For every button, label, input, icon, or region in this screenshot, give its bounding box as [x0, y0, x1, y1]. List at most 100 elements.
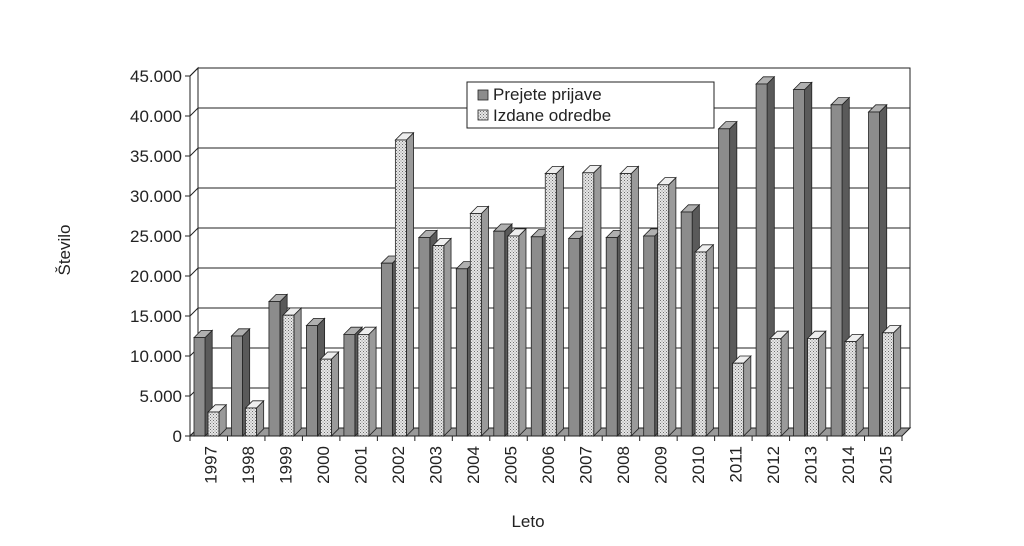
legend-label-prejete: Prejete prijave — [493, 85, 602, 104]
bar-front — [493, 230, 506, 437]
y-tick-label: 0 — [173, 427, 182, 446]
bar-side — [443, 237, 452, 437]
bar-front — [306, 325, 318, 437]
x-tick-label: 1997 — [202, 446, 221, 484]
bar-front — [718, 128, 731, 437]
bar-izdane-2005 — [506, 227, 527, 437]
bar-izdane-2010 — [694, 243, 715, 437]
bar-izdane-1998 — [244, 399, 265, 437]
bar-front — [694, 251, 707, 437]
bar-front — [394, 139, 407, 437]
bar-front — [732, 362, 745, 437]
bar-front — [507, 235, 520, 437]
x-tick-label: 2008 — [614, 446, 633, 484]
bar-izdane-1997 — [207, 403, 228, 437]
bar-izdane-2006 — [544, 165, 565, 437]
x-tick-label: 2005 — [502, 446, 521, 484]
y-tick-label: 45.000 — [130, 67, 182, 86]
bar-side — [668, 176, 677, 437]
x-tick-label: 2011 — [726, 446, 745, 483]
y-tick-label: 40.000 — [130, 107, 182, 126]
x-tick-label: 2015 — [876, 446, 895, 484]
axes-group: 0 5.000 10.000 15.000 20.000 25.000 30.000 35.0… — [130, 67, 903, 484]
y-tick-label: 5.000 — [139, 387, 182, 406]
y-tick-label: 20.000 — [130, 267, 182, 286]
y-tick-label: 15.000 — [130, 307, 182, 326]
bar-front — [380, 262, 393, 437]
legend-label-izdane: Izdane odredbe — [493, 106, 611, 125]
bar-izdane-2011 — [731, 355, 752, 437]
x-tick-label: 2010 — [689, 446, 708, 484]
bar-front — [568, 237, 581, 437]
bar-izdane-2012 — [769, 330, 790, 437]
bar-side — [818, 330, 827, 437]
bar-side — [855, 333, 864, 437]
bar-side — [555, 165, 564, 437]
bar-izdane-2015 — [881, 324, 902, 437]
bar-front — [830, 104, 843, 437]
bar-front — [619, 173, 632, 437]
x-tick-label: 2000 — [314, 446, 333, 484]
bar-front — [844, 341, 857, 437]
x-tick-label: 2009 — [651, 446, 670, 484]
x-tick-label: 2014 — [839, 446, 858, 484]
bar-izdane-2003 — [431, 237, 453, 437]
bar-front — [807, 337, 819, 437]
bar-front — [868, 111, 880, 437]
bar-izdane-2000 — [319, 351, 340, 437]
bar-front — [418, 237, 431, 437]
legend: Prejete prijave Izdane odredbe — [466, 81, 715, 129]
bar-front — [680, 211, 693, 437]
y-tick-label: 35.000 — [130, 147, 182, 166]
x-tick-label: 2004 — [464, 446, 483, 484]
bar-side — [331, 351, 340, 437]
bar-front — [793, 89, 805, 437]
legend-swatch-prejete — [477, 89, 489, 101]
bar-izdane-2004 — [469, 205, 490, 437]
x-tick-label: 2013 — [801, 446, 820, 484]
bar-side — [518, 227, 527, 437]
x-tick-label: 2002 — [389, 446, 408, 484]
bar-front — [882, 332, 894, 437]
bar-izdane-2008 — [619, 165, 640, 437]
y-tick-label: 25.000 — [130, 227, 182, 246]
x-tick-label: 2006 — [539, 446, 558, 484]
bar-side — [743, 355, 752, 437]
x-tick-label: 2001 — [352, 446, 371, 484]
bar-front — [455, 268, 468, 437]
x-tick-label: 2003 — [427, 446, 446, 484]
x-tick-label: 2007 — [576, 446, 595, 484]
bar-front — [343, 333, 356, 437]
gridline — [189, 67, 910, 77]
bar-front — [582, 172, 595, 437]
gridline — [189, 147, 910, 157]
bar-side — [593, 164, 602, 437]
bars-group — [193, 75, 902, 437]
bar-izdane-2002 — [394, 131, 415, 437]
y-tick-label: 30.000 — [130, 187, 182, 206]
bar-front — [643, 235, 656, 437]
bar-front — [231, 335, 243, 437]
bar-izdane-1999 — [281, 307, 303, 437]
bar-side — [480, 205, 489, 437]
bar-izdane-2001 — [356, 326, 378, 437]
bar-front — [268, 301, 281, 437]
legend-box — [466, 81, 715, 129]
legend-swatch-izdane — [477, 109, 489, 121]
bar-front — [755, 83, 768, 437]
bar-side — [405, 131, 414, 437]
bar-side — [780, 330, 789, 437]
bar-izdane-2009 — [656, 176, 677, 437]
bar-front — [320, 358, 332, 437]
bar-front — [432, 245, 445, 437]
bar-front — [282, 314, 295, 437]
bar-front — [357, 333, 370, 437]
x-axis-label: Leto — [511, 512, 544, 531]
bar-front — [530, 236, 543, 437]
x-tick-label: 1999 — [277, 446, 296, 484]
bar-side — [705, 243, 714, 437]
bar-front — [657, 184, 670, 437]
bar-front — [544, 173, 557, 437]
bar-front — [469, 213, 482, 437]
